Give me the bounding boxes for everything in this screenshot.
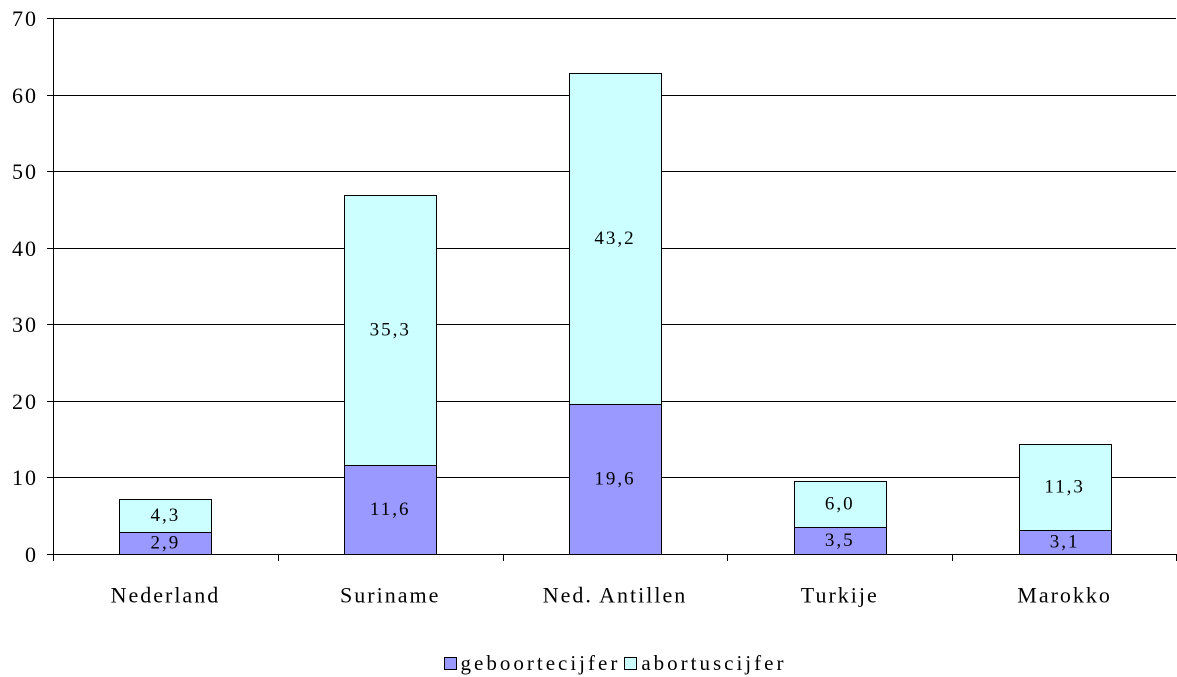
axes: Nederland Suriname Ned. Antillen Turkije Mar… [53,18,1177,608]
y-tick-label: 40 [12,236,38,261]
data-label-abortuscijfer-nederland: 4,3 [151,505,181,526]
bar-abortuscijfer-turkije [794,481,887,528]
y-tick-label: 50 [12,159,38,184]
legend-item-abortuscijfer: abortuscijfer [624,651,786,675]
legend-item-geboortecijfer: geboortecijfer [443,651,621,675]
data-label-geboortecijfer-turkije: 3,5 [825,530,855,551]
bar-abortuscijfer-marokko [1019,444,1112,531]
y-tick-label: 10 [12,465,38,490]
bar-abortuscijfer-nederland [119,499,212,533]
legend-swatch-geboortecijfer [443,656,457,670]
bar-geboortecijfer-marokko [1019,530,1112,555]
legend-swatch-abortuscijfer [624,656,638,670]
y-tick-label: 60 [12,83,38,108]
data-label-abortuscijfer-suriname: 35,3 [370,320,411,341]
y-tick-label: 0 [25,542,38,567]
data-label-geboortecijfer-nederland: 2,9 [151,532,181,553]
legend-label-abortuscijfer: abortuscijfer [641,651,787,675]
y-tick-label: 70 [12,6,38,31]
bar-abortuscijfer-ned-antillen [569,73,662,405]
data-label-geboortecijfer-ned-antillen: 19,6 [594,468,635,489]
data-label-abortuscijfer-marokko: 11,3 [1044,477,1085,498]
bar-abortuscijfer-suriname [344,195,437,466]
data-label-geboortecijfer-suriname: 11,6 [370,499,411,520]
legend: geboortecijfer abortuscijfer [53,651,1177,675]
data-label-abortuscijfer-turkije: 6,0 [825,494,855,515]
x-tick-label-suriname: Suriname [340,583,440,608]
y-tick-label: 20 [12,389,38,414]
x-tick-label-turkije: Turkije [801,583,879,608]
y-tick-label: 30 [12,312,38,337]
bars: 2,9 4,3 11,6 35,3 19,6 43,2 3,5 6,0 3,1 11,3 [119,73,1112,555]
x-tick-label-marokko: Marokko [1017,583,1112,608]
x-tick-label-ned-antillen: Ned. Antillen [543,583,688,608]
data-label-abortuscijfer-ned-antillen: 43,2 [594,228,635,249]
bar-geboortecijfer-suriname [344,465,437,555]
data-label-geboortecijfer-marokko: 3,1 [1050,532,1080,553]
x-tick-label-nederland: Nederland [111,583,221,608]
legend-label-geboortecijfer: geboortecijfer [460,651,621,675]
